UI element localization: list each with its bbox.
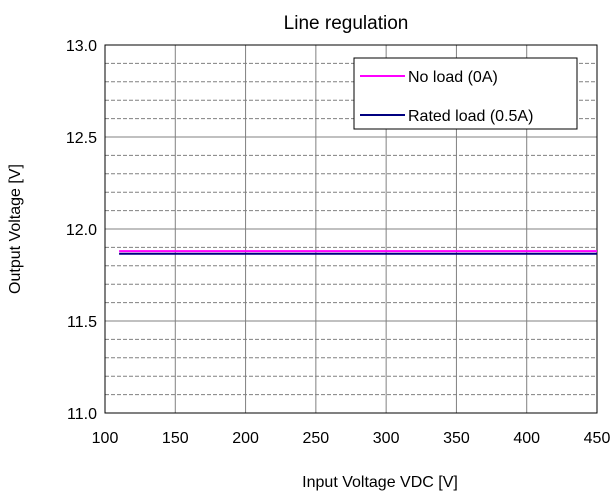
x-tick-label: 200 [232,430,259,447]
plot-area [104,44,598,414]
x-tick-label: 350 [443,430,470,447]
x-tick-label: 450 [584,430,611,447]
legend-items: No load (0A) Rated load (0.5A) [360,69,533,125]
legend-label: No load (0A) [408,69,498,86]
y-tick-label: 11.0 [67,406,97,423]
y-tick-label: 12.0 [66,222,97,239]
legend-box [353,57,578,130]
x-tick-label: 400 [513,430,540,447]
legend-label: Rated load (0.5A) [408,108,533,125]
legend: No load (0A) Rated load (0.5A) [353,57,578,130]
x-tick-label: 150 [162,430,189,447]
x-axis-label: Input Voltage VDC [V] [302,474,458,491]
chart-title: Line regulation [284,13,409,34]
y-tick-label: 11.5 [67,314,97,331]
x-tick-label: 300 [373,430,400,447]
y-axis-label: Output Voltage [V] [7,164,24,294]
y-axis-ticks: 11.0 11.5 12.0 12.5 13.0 [66,38,97,423]
x-tick-label: 100 [92,430,119,447]
x-axis-ticks: 100 150 200 250 300 350 400 450 [92,430,611,447]
gridlines [105,45,597,413]
series-layer [119,250,597,255]
x-tick-label: 250 [303,430,330,447]
y-tick-label: 13.0 [66,38,97,55]
y-tick-label: 12.5 [66,130,97,147]
